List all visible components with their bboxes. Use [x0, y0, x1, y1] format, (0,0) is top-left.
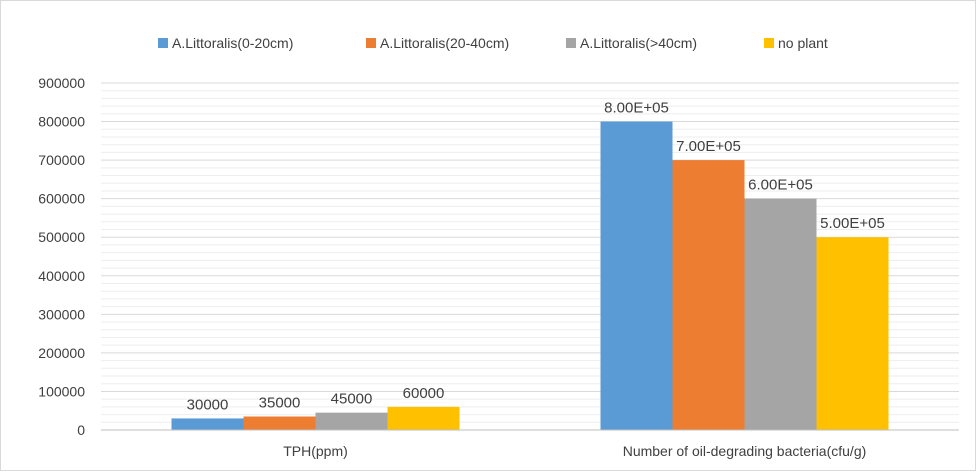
bar [387, 406, 460, 430]
legend-entry: no plant [778, 35, 828, 51]
y-tick-label: 200000 [38, 345, 85, 361]
data-label: 6.00E+05 [748, 177, 813, 194]
bar [171, 418, 244, 430]
legend: A.Littoralis(0-20cm) A.Littoralis(20-40cm… [158, 35, 828, 51]
y-tick-label: 400000 [38, 268, 85, 284]
data-label: 5.00E+05 [820, 215, 885, 232]
data-label: 60000 [403, 385, 445, 402]
bar [315, 412, 388, 430]
y-tick-label: 700000 [38, 152, 85, 168]
bars [171, 121, 889, 431]
bar [672, 160, 745, 430]
y-tick-label: 600000 [38, 191, 85, 207]
data-label: 45000 [331, 391, 373, 408]
legend-swatch [366, 38, 376, 48]
data-label: 8.00E+05 [604, 100, 669, 117]
legend-swatch [566, 38, 576, 48]
y-tick-label: 900000 [38, 75, 85, 91]
data-label: 7.00E+05 [676, 138, 741, 155]
legend-entry: A.Littoralis(>40cm) [580, 35, 697, 51]
y-tick-label: 0 [77, 422, 85, 438]
bar [243, 416, 316, 430]
y-tick-label: 300000 [38, 306, 85, 322]
data-labels: 30000 35000 45000 60000 8.00E+05 7.00E+05 6.00… [187, 100, 885, 414]
bar [816, 237, 889, 430]
bar [744, 198, 817, 430]
legend-swatch [158, 38, 168, 48]
x-axis: TPH(ppm) Number of oil-degrading bacteria… [101, 429, 959, 459]
y-tick-label: 500000 [38, 229, 85, 245]
y-tick-label: 800000 [38, 114, 85, 130]
x-category-label: Number of oil-degrading bacteria(cfu/g) [623, 443, 867, 459]
x-category-label: TPH(ppm) [283, 443, 348, 459]
data-label: 30000 [187, 396, 229, 413]
legend-entry: A.Littoralis(0-20cm) [172, 35, 293, 51]
data-label: 35000 [259, 395, 301, 412]
bar [600, 121, 673, 431]
legend-entry: A.Littoralis(20-40cm) [380, 35, 509, 51]
y-axis: 0 100000 200000 300000 400000 500000 600000 700… [38, 75, 85, 438]
y-tick-label: 100000 [38, 383, 85, 399]
legend-swatch [764, 38, 774, 48]
